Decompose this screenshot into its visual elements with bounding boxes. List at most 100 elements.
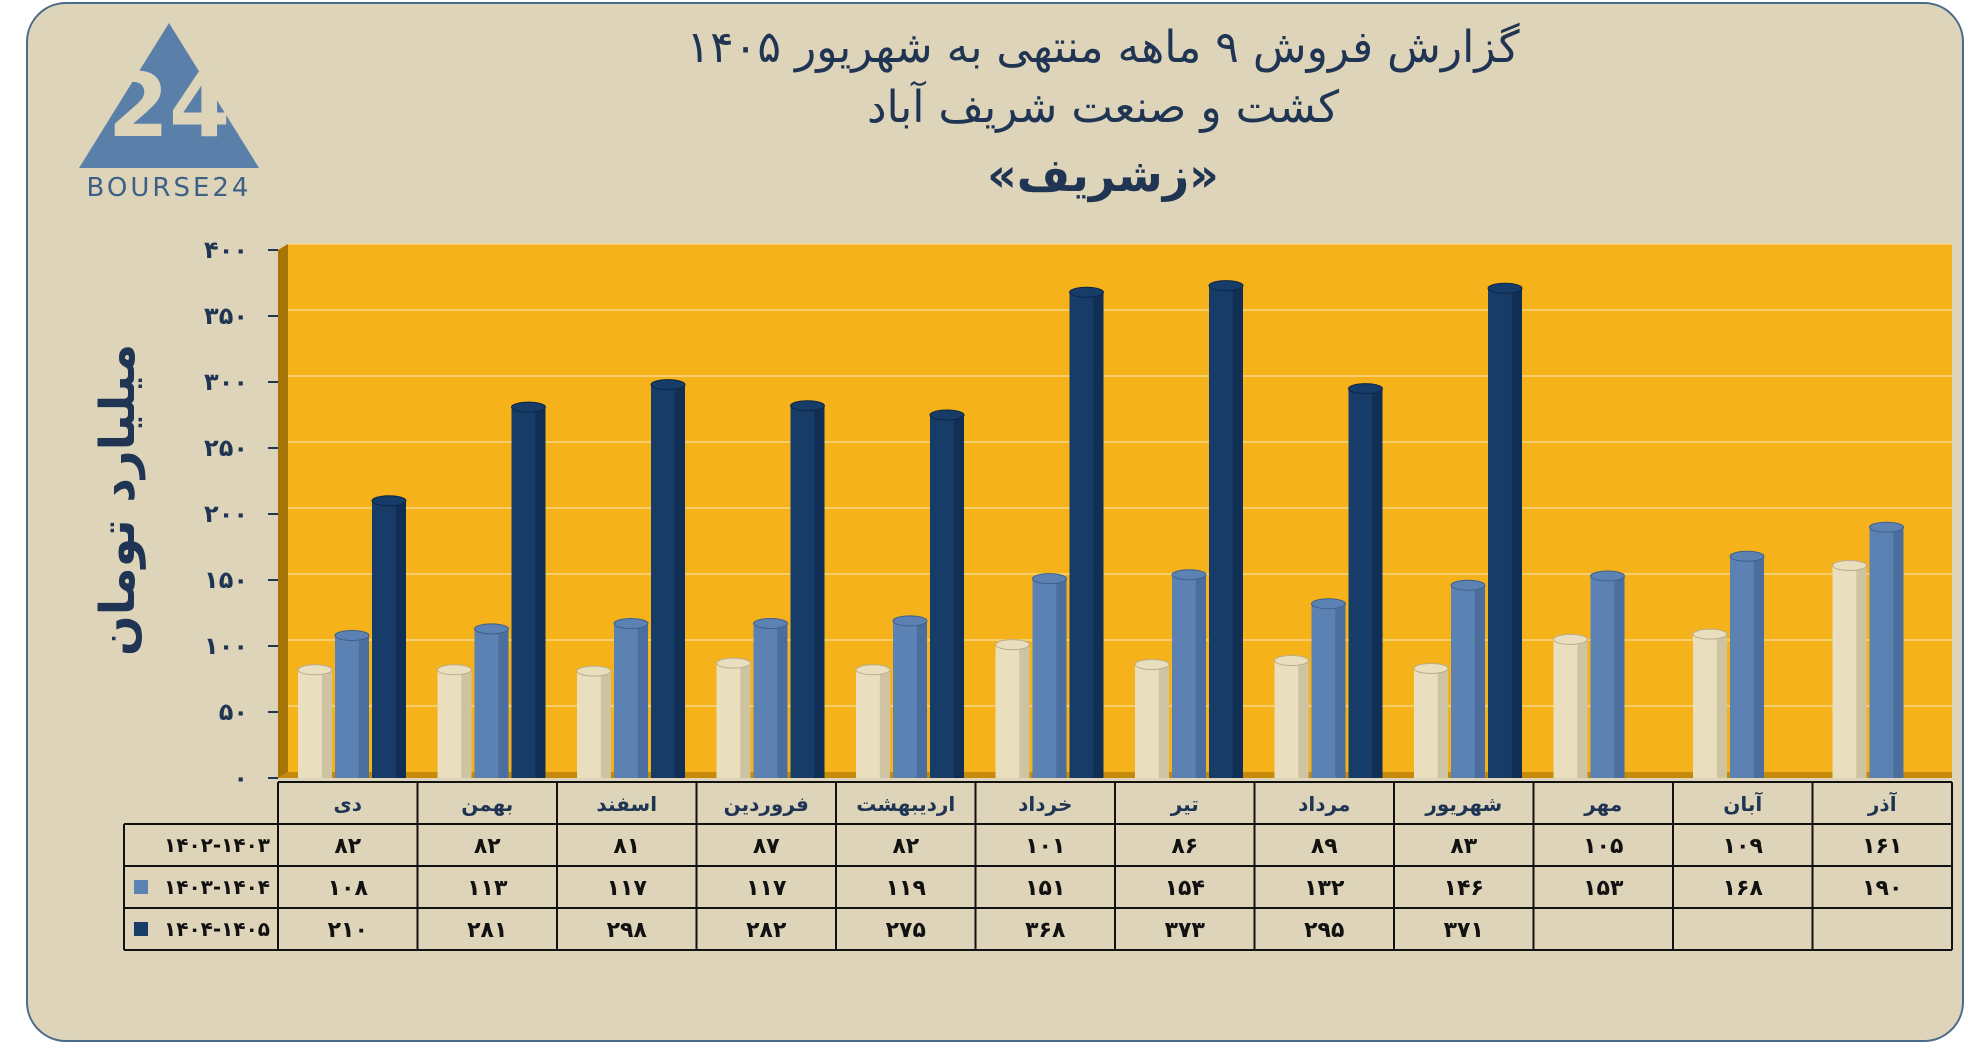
data-label: ۸۳ [1450, 834, 1477, 859]
data-label: ۱۱۷ [746, 876, 787, 901]
data-label: ۳۷۳ [1165, 918, 1206, 943]
bar-cap [650, 379, 686, 391]
category-label: خرداد [1018, 792, 1072, 816]
bar-cap [716, 657, 751, 669]
bar-cap [1134, 658, 1170, 670]
bar-cap [1171, 569, 1207, 581]
bar-shade [1614, 576, 1625, 778]
data-label: ۳۶۸ [1025, 918, 1066, 943]
bar-cap [892, 615, 928, 627]
y-tick-label: ۲۵۰ [204, 434, 248, 462]
data-label: ۱۶۱ [1862, 834, 1902, 859]
bar-shade [1019, 644, 1030, 778]
data-label: ۱۱۷ [607, 876, 648, 901]
legend-series-label: ۱۴۰۴-۱۴۰۵ [164, 917, 270, 941]
chart-subtitle: کشت و صنعت شریف آباد [866, 82, 1340, 133]
bar-shade [358, 635, 369, 778]
bar-shade [879, 669, 890, 778]
y-axis-label: میلیارد تومان [90, 343, 146, 657]
bar-shade [395, 500, 406, 778]
bar-shade [1335, 603, 1346, 778]
data-label: ۸۲ [474, 834, 501, 859]
category-label: شهریور [1424, 792, 1502, 816]
bar-cap [1832, 559, 1867, 571]
bar-cap [297, 664, 333, 676]
data-label: ۸۲ [892, 834, 919, 859]
logo-text: BOURSE24 [87, 173, 252, 198]
bar-cap [1729, 550, 1765, 562]
chart-title: گزارش فروش ۹ ماهه منتهی به شهریور ۱۴۰۵ [686, 22, 1520, 73]
y-tick-label: ۵۰ [219, 698, 248, 726]
bar-shade [1093, 292, 1104, 778]
data-label: ۸۹ [1311, 834, 1338, 859]
y-tick-label: ۲۰۰ [204, 500, 248, 528]
bar-cap [613, 618, 649, 630]
data-label: ۱۵۳ [1583, 876, 1624, 901]
bar-shade [674, 384, 685, 778]
data-label: ۲۹۸ [607, 918, 648, 943]
bourse24-logo: 24 BOURSE24 [79, 23, 259, 198]
bar-cap [1450, 579, 1486, 591]
bar-shade [1856, 565, 1867, 778]
bar-cap [1413, 662, 1449, 674]
data-label: ۸۷ [753, 834, 780, 859]
bar-shade [461, 669, 472, 778]
bar-cap [1869, 521, 1904, 533]
category-label: مهر [1583, 792, 1622, 816]
bar-cap [790, 400, 825, 412]
bar-shade [1577, 639, 1588, 778]
bar-shade [1437, 668, 1448, 778]
data-label: ۸۱ [613, 834, 640, 859]
y-tick-label: ۱۵۰ [204, 566, 248, 594]
category-label: دی [333, 792, 362, 816]
category-label: اسفند [596, 792, 657, 816]
data-label: ۱۰۸ [328, 876, 369, 901]
bar-cap [1311, 598, 1346, 610]
plot-side-wall [278, 244, 288, 778]
logo-number: 24 [108, 54, 230, 157]
bar-cap [995, 639, 1030, 651]
category-label: آذر [1867, 791, 1898, 816]
data-label: ۱۰۹ [1723, 834, 1763, 859]
bar-cap [334, 629, 370, 641]
bar-cap [1553, 633, 1588, 645]
bar-shade [1474, 585, 1485, 778]
bar-shade [1893, 527, 1904, 778]
data-label: ۲۱۰ [328, 918, 368, 943]
bar-shade [535, 407, 546, 778]
bar-cap [1208, 280, 1244, 292]
bar-shade [1056, 578, 1067, 778]
data-label: ۲۷۵ [886, 918, 926, 943]
plot-floor [278, 772, 1952, 778]
data-label: ۸۶ [1171, 834, 1198, 859]
bar-shade [1753, 556, 1764, 778]
category-label: فروردین [724, 792, 809, 816]
bar-shade [1195, 574, 1206, 778]
bar-cap [1274, 655, 1309, 667]
bar-cap [929, 409, 965, 421]
data-label: ۸۲ [334, 834, 361, 859]
bar-cap [753, 618, 788, 630]
data-label: ۱۱۹ [886, 876, 926, 901]
bar-shade [1158, 664, 1169, 778]
bar-cap [1069, 286, 1104, 298]
data-label: ۳۷۱ [1444, 918, 1484, 943]
bar-shade [1372, 388, 1383, 778]
bar-shade [777, 623, 788, 778]
data-label: ۱۰۵ [1583, 834, 1623, 859]
data-label: ۲۸۱ [467, 918, 507, 943]
bar-shade [953, 415, 964, 778]
bar-shade [1716, 634, 1727, 778]
data-label: ۱۰۱ [1025, 834, 1065, 859]
bar-cap [1590, 570, 1625, 582]
data-label: ۲۹۵ [1304, 918, 1344, 943]
bar-cap [511, 401, 546, 413]
category-label: مرداد [1298, 792, 1350, 816]
legend-swatch [134, 922, 148, 936]
bar-cap [474, 623, 509, 635]
y-tick-label: ۳۰۰ [204, 368, 248, 396]
bar-shade [814, 405, 825, 778]
bar-cap [855, 664, 891, 676]
bar-shade [321, 669, 332, 778]
